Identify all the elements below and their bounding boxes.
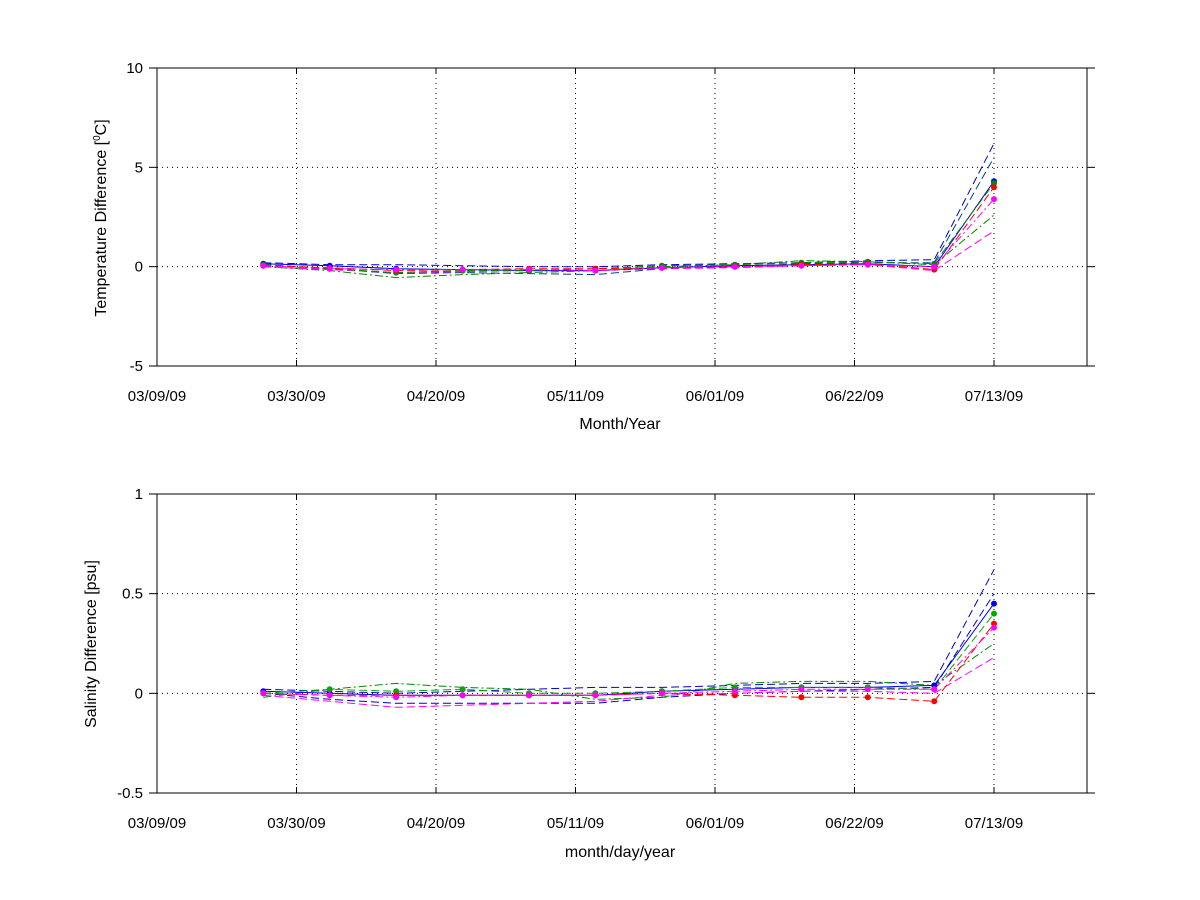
salinity-data-point xyxy=(393,694,400,701)
salinity-x-tick-label: 03/09/09 xyxy=(128,815,186,832)
temperature-data-point xyxy=(731,263,738,270)
temperature-y-tick-label: 5 xyxy=(135,159,143,176)
salinity-data-point xyxy=(326,692,333,699)
salinity-x-tick-label: 06/01/09 xyxy=(686,815,744,832)
temperature-plot-frame xyxy=(156,67,1088,367)
temperature-series-line xyxy=(263,157,995,276)
temperature-x-tick-label: 04/20/09 xyxy=(407,388,465,405)
temperature-series-line xyxy=(263,182,995,274)
salinity-data-point xyxy=(731,688,738,695)
salinity-x-tick-label: 03/30/09 xyxy=(267,815,325,832)
temperature-data-point xyxy=(658,264,665,271)
temperature-data-point xyxy=(326,265,333,272)
salinity-plot-frame xyxy=(156,493,1088,794)
salinity-y-tick-label: -0.5 xyxy=(117,785,143,802)
temperature-y-axis-label-start: Temperature Difference [ xyxy=(93,140,110,316)
temperature-data-point xyxy=(931,263,938,270)
salinity-data-point xyxy=(991,600,997,607)
salinity-x-axis-label: month/day/year xyxy=(565,844,676,861)
temperature-series-line xyxy=(263,180,995,272)
salinity-x-tick-label: 07/13/09 xyxy=(965,815,1023,832)
temperature-data-point xyxy=(991,184,997,191)
temperature-y-axis-label: Temperature Difference [0C] xyxy=(92,119,110,316)
salinity-y-tick-label: 0 xyxy=(135,685,143,702)
salinity-data-point xyxy=(864,694,871,701)
temperature-data-point xyxy=(260,262,267,269)
salinity-x-tick-label: 05/11/09 xyxy=(547,815,604,832)
temperature-data-point xyxy=(526,266,532,273)
salinity-data-point xyxy=(658,690,665,697)
salinity-series-line xyxy=(263,657,995,708)
salinity-data-point xyxy=(991,624,997,631)
salinity-y-tick-label: 1 xyxy=(135,486,143,503)
temperature-series-line xyxy=(263,186,995,272)
salinity-difference-chart: month/day/year Salinity Difference [psu]… xyxy=(83,486,1095,861)
salinity-series-line xyxy=(263,627,995,698)
salinity-data-point xyxy=(592,692,599,699)
temperature-x-tick-label: 06/01/09 xyxy=(686,388,744,405)
temperature-data-point xyxy=(991,196,997,203)
salinity-data-point xyxy=(459,686,466,693)
salinity-data-point xyxy=(931,686,938,693)
temperature-x-tick-label: 03/30/09 xyxy=(267,388,325,405)
temperature-x-tick-label: 06/22/09 xyxy=(825,388,883,405)
salinity-data-point xyxy=(260,690,267,697)
salinity-series-line xyxy=(263,603,995,696)
temperature-x-tick-label: 05/11/09 xyxy=(547,388,604,405)
temperature-x-tick-label: 03/09/09 xyxy=(128,388,186,405)
salinity-data-point xyxy=(991,610,997,617)
salinity-series-line xyxy=(263,569,995,694)
temperature-y-axis-label-superscript: 0 xyxy=(92,135,103,141)
salinity-data-point xyxy=(459,692,466,699)
salinity-data-point xyxy=(798,686,805,693)
temperature-series-line xyxy=(263,198,995,272)
salinity-series-line xyxy=(263,623,995,702)
temperature-y-axis-label-end: C] xyxy=(93,119,110,135)
temperature-data-point xyxy=(592,267,599,274)
salinity-y-tick-label: 0.5 xyxy=(122,586,143,603)
temperature-series-line xyxy=(263,143,995,268)
temperature-data-point xyxy=(459,266,466,273)
salinity-data-point xyxy=(326,686,333,693)
salinity-x-tick-label: 04/20/09 xyxy=(407,815,465,832)
temperature-x-tick-label: 07/13/09 xyxy=(965,388,1023,405)
temperature-difference-chart: Month/Year Temperature Difference [0C] 0… xyxy=(92,60,1095,433)
salinity-data-point xyxy=(864,686,871,693)
salinity-data-point xyxy=(526,692,532,699)
temperature-y-tick-label: -5 xyxy=(130,358,143,375)
salinity-data-point xyxy=(931,698,938,705)
temperature-data-point xyxy=(798,262,805,269)
salinity-series-line xyxy=(263,613,995,694)
temperature-y-tick-label: 0 xyxy=(135,259,143,276)
temperature-data-point xyxy=(393,266,400,273)
salinity-x-tick-label: 06/22/09 xyxy=(825,815,883,832)
temperature-y-tick-label: 10 xyxy=(126,60,143,77)
salinity-y-axis-label: Salinity Difference [psu] xyxy=(83,560,100,728)
temperature-x-axis-label: Month/Year xyxy=(579,416,661,433)
salinity-data-point xyxy=(798,694,805,701)
temperature-data-point xyxy=(864,261,871,268)
